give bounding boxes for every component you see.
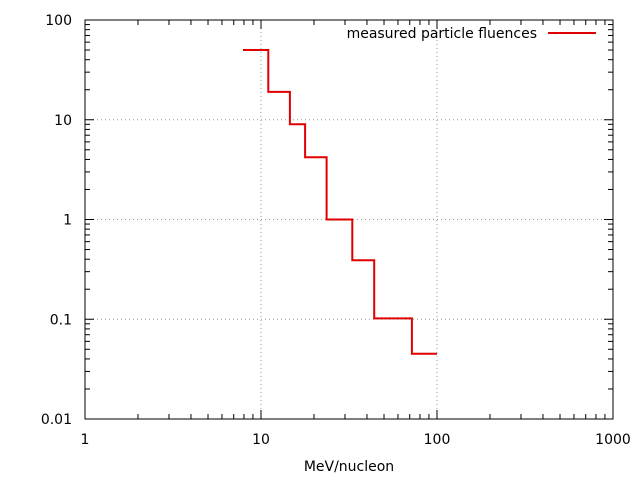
x-tick-label: 100 (424, 432, 451, 448)
minor-ticks (84, 19, 614, 420)
x-tick-labels: 1 10 100 1000 (81, 432, 631, 448)
series-layer (243, 49, 437, 355)
y-tick-labels: 0.01 0.1 1 10 100 (41, 13, 72, 428)
y-tick-label: 1 (63, 213, 72, 229)
y-tick-label: 0.01 (41, 412, 72, 428)
legend-label: measured particle fluences (347, 26, 537, 42)
x-tick-label: 1 (81, 432, 90, 448)
y-tick-label: 10 (54, 113, 72, 129)
x-tick-label: 10 (252, 432, 270, 448)
legend: measured particle fluences (347, 26, 596, 42)
y-tick-label: 100 (45, 13, 72, 29)
x-axis-title: MeV/nucleon (304, 459, 394, 475)
series-step-line (243, 49, 437, 355)
x-tick-label: 1000 (595, 432, 631, 448)
y-tick-label: 0.1 (50, 312, 72, 328)
